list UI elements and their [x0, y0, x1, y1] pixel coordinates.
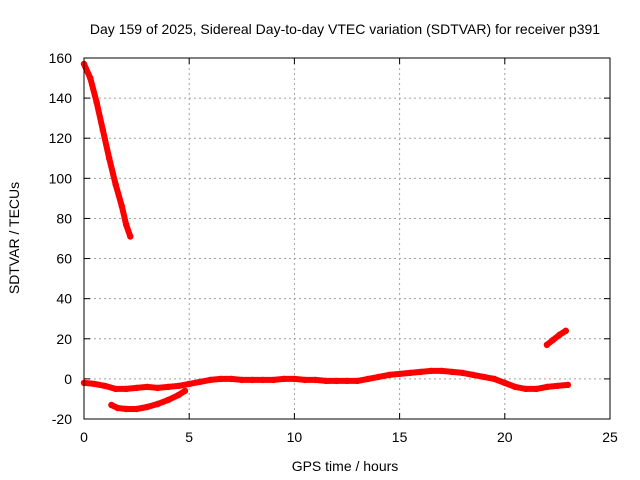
data-point — [217, 375, 224, 383]
x-tick-label: 25 — [602, 429, 618, 445]
data-point — [522, 385, 529, 393]
data-point — [543, 341, 551, 348]
y-tick-label: 60 — [56, 251, 72, 267]
y-tick-label: 100 — [49, 170, 73, 186]
data-point — [438, 367, 445, 375]
data-point — [154, 400, 161, 408]
y-tick-label: 140 — [49, 90, 73, 106]
data-point — [449, 368, 456, 376]
data-point — [428, 367, 435, 375]
data-point — [459, 369, 466, 377]
data-point — [99, 127, 107, 134]
data-point — [181, 387, 189, 395]
data-point — [108, 401, 115, 409]
x-tick-label: 15 — [392, 429, 408, 445]
data-point — [417, 368, 424, 376]
data-point — [396, 370, 403, 378]
data-point — [312, 376, 319, 384]
data-point — [533, 385, 540, 393]
x-tick-label: 20 — [497, 429, 513, 445]
data-point — [291, 375, 298, 383]
data-point — [343, 377, 351, 385]
data-point — [133, 384, 140, 392]
data-point — [127, 233, 134, 240]
data-point — [143, 403, 151, 411]
data-point — [556, 331, 563, 338]
data-point — [186, 380, 193, 388]
y-axis-label: SDTVAR / TECUs — [6, 182, 22, 294]
data-point — [122, 385, 130, 393]
data-point — [196, 378, 203, 386]
data-point — [406, 369, 414, 377]
data-point — [354, 377, 361, 385]
data-point — [322, 377, 330, 385]
data-point — [118, 203, 126, 210]
data-point — [101, 382, 109, 390]
data-point — [175, 382, 182, 390]
data-point — [512, 383, 519, 391]
data-point — [501, 379, 508, 387]
y-tick-label: 20 — [56, 331, 72, 347]
data-point — [333, 377, 340, 385]
data-point — [207, 376, 214, 384]
data-point — [480, 373, 487, 381]
data-point — [175, 391, 182, 399]
y-tick-label: -20 — [52, 411, 72, 427]
grid-lines — [84, 58, 610, 419]
data-point — [112, 181, 119, 188]
data-point — [249, 376, 256, 384]
x-axis-label: GPS time / hours — [292, 458, 399, 474]
data-point — [165, 383, 172, 391]
plot-frame — [83, 57, 611, 420]
x-tick-label: 5 — [185, 429, 193, 445]
data-point — [375, 373, 382, 381]
data-series — [80, 60, 572, 413]
data-point — [364, 375, 372, 383]
data-point — [270, 376, 277, 384]
y-tick-label: 160 — [49, 50, 73, 66]
data-point — [550, 336, 557, 343]
series-end-rise — [543, 327, 569, 348]
data-point — [543, 383, 551, 391]
chart-title: Day 159 of 2025, Sidereal Day-to-day VTE… — [90, 21, 600, 37]
data-point — [122, 221, 130, 228]
data-point — [564, 381, 572, 389]
data-point — [91, 380, 98, 388]
y-tick-label: 120 — [49, 130, 73, 146]
data-point — [93, 98, 100, 106]
data-point — [106, 155, 113, 162]
data-point — [470, 371, 477, 379]
data-point — [87, 74, 94, 82]
x-tick-label: 0 — [80, 429, 88, 445]
y-tick-label: 40 — [56, 291, 72, 307]
data-point — [154, 384, 161, 392]
data-point — [133, 405, 140, 413]
data-point — [280, 375, 288, 383]
data-point — [165, 396, 172, 404]
data-point — [238, 376, 245, 384]
y-tick-label: 0 — [64, 371, 72, 387]
data-point — [259, 376, 266, 384]
data-point — [143, 383, 151, 391]
data-point — [491, 375, 498, 383]
axis-ticks: 0 5 10 15 20 25 -20 0 20 40 60 80 100 120 140 160 — [49, 50, 618, 445]
data-point — [554, 382, 561, 390]
data-point — [114, 404, 121, 412]
data-point — [562, 327, 569, 334]
y-tick-label: 80 — [56, 210, 72, 226]
data-point — [122, 405, 130, 413]
x-tick-label: 10 — [287, 429, 303, 445]
series-descending-start — [81, 61, 134, 240]
data-point — [301, 376, 309, 384]
data-point — [385, 371, 393, 379]
data-point — [112, 385, 119, 393]
data-point — [228, 375, 235, 383]
